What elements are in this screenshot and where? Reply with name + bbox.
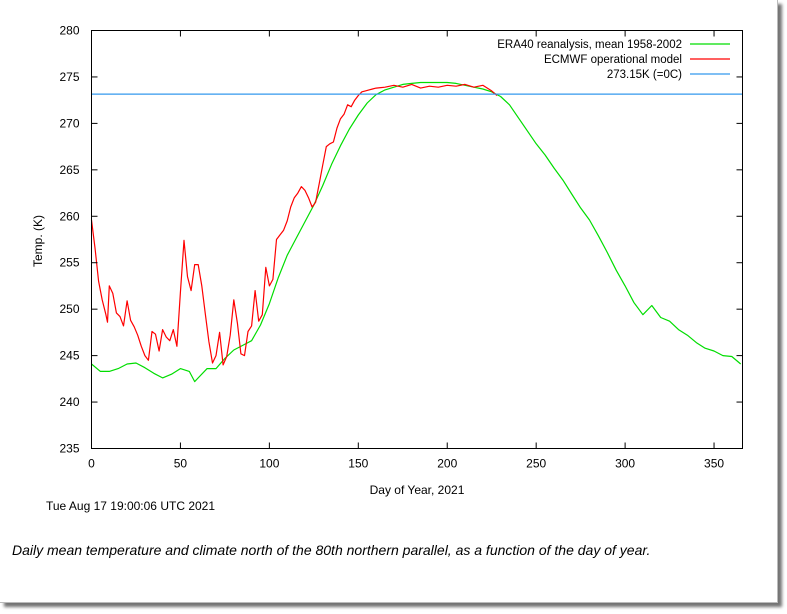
timestamp: Tue Aug 17 19:00:06 UTC 2021 [46, 499, 216, 513]
ticks-layer: 0 50 100 150 200 250 300 350 235 240 245 250 255 260 2… [59, 24, 743, 471]
y-tick-label: 265 [59, 163, 79, 177]
plot-area-border [91, 30, 743, 449]
legend-label: ECMWF operational model [544, 54, 682, 66]
x-tick-label: 250 [526, 457, 546, 471]
y-tick-label: 260 [59, 209, 79, 223]
x-tick-label: 300 [615, 457, 635, 471]
legend: ERA40 reanalysis, mean 1958-2002 ECMWF op… [497, 39, 730, 81]
series-layer [90, 81, 743, 383]
x-tick-label: 200 [437, 457, 457, 471]
x-tick-label: 50 [174, 457, 188, 471]
x-tick-label: 150 [348, 457, 368, 471]
y-axis-label: Temp. (K) [31, 215, 45, 267]
chart: 0 50 100 150 200 250 300 350 235 240 245 250 255 260 2… [31, 24, 743, 497]
series-line-2 [90, 83, 498, 366]
x-tick-label: 350 [704, 457, 724, 471]
y-tick-label: 240 [59, 395, 79, 409]
y-tick-label: 270 [59, 116, 79, 130]
y-tick-label: 280 [59, 24, 79, 38]
x-tick-label: 0 [88, 457, 95, 471]
figure-caption: Daily mean temperature and climate north… [12, 542, 651, 558]
legend-label: ERA40 reanalysis, mean 1958-2002 [497, 39, 682, 51]
y-tick-label: 235 [59, 442, 79, 456]
figure-frame: 0 50 100 150 200 250 300 350 235 240 245 250 255 260 2… [0, 0, 778, 603]
x-tick-label: 100 [259, 457, 279, 471]
y-tick-label: 245 [59, 349, 79, 363]
legend-label: 273.15K (=0C) [607, 69, 682, 81]
y-tick-label: 250 [59, 302, 79, 316]
y-tick-label: 275 [59, 70, 79, 84]
y-tick-label: 255 [59, 256, 79, 270]
series-line-1 [91, 81, 742, 383]
x-axis-label: Day of Year, 2021 [370, 483, 465, 497]
